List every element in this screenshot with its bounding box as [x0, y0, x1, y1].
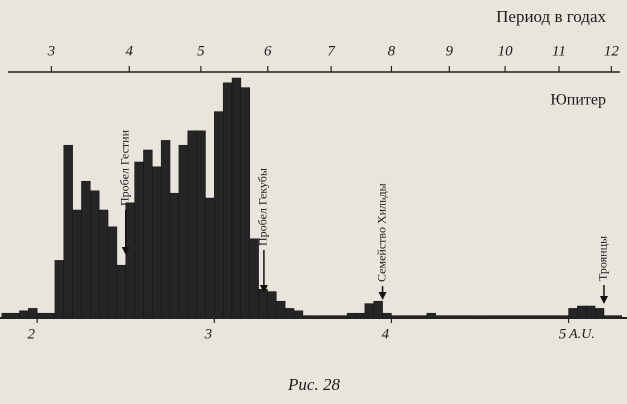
bar [205, 197, 215, 319]
arrow-head [121, 247, 130, 255]
arrow-head [378, 292, 387, 300]
bar [293, 310, 304, 319]
bar [90, 190, 100, 319]
top-tick-label: 5 [197, 43, 205, 59]
x-axis-label: A.U. [568, 327, 595, 342]
arrow-head [599, 296, 608, 304]
x-tick-label: 4 [382, 326, 390, 342]
bar [63, 144, 73, 319]
bar [134, 161, 144, 319]
bar [187, 130, 197, 319]
bar [214, 111, 224, 319]
annotation: Пробел Гекубы [256, 168, 270, 246]
bar [231, 77, 242, 319]
top-tick-label: 9 [446, 43, 454, 59]
bar [125, 202, 135, 319]
bar [81, 180, 91, 319]
bar [267, 291, 277, 319]
bar [284, 308, 295, 319]
bar [143, 149, 153, 319]
top-tick-label: 3 [47, 43, 56, 59]
annotation: Семейство Хильды [374, 183, 388, 282]
annotation: Пробел Гестии [118, 129, 132, 206]
top-tick-label: 11 [552, 43, 566, 59]
x-tick-label: 5 [559, 326, 567, 342]
bar [116, 264, 127, 319]
top-tick-label: 6 [264, 43, 272, 59]
bar [169, 192, 180, 319]
bar [54, 260, 65, 319]
bar [594, 308, 605, 319]
bar [19, 310, 29, 319]
caption: Рис. 28 [287, 375, 340, 394]
bar [240, 87, 250, 319]
bar [276, 300, 286, 319]
arrow-head [259, 285, 268, 293]
bar [160, 140, 171, 319]
top-axis-title: Период в годах [496, 7, 606, 26]
bar [249, 238, 259, 319]
x-tick-label: 3 [204, 326, 213, 342]
x-tick-label: 2 [27, 326, 35, 342]
top-tick-label: 10 [498, 43, 514, 59]
bar [98, 209, 109, 319]
bar [152, 166, 162, 319]
jupiter-label: Юпитер [550, 92, 606, 109]
bar [364, 303, 374, 319]
bar [178, 144, 188, 319]
bar [373, 300, 383, 319]
bar [222, 82, 233, 319]
top-tick-label: 12 [604, 43, 620, 59]
bar [72, 209, 82, 319]
bar [586, 305, 596, 319]
annotation: Троянцы [596, 236, 610, 281]
bar [577, 305, 587, 319]
bar [196, 130, 206, 319]
top-tick-label: 8 [388, 43, 396, 59]
bar [258, 288, 268, 319]
bar [107, 226, 118, 319]
top-tick-label: 7 [327, 43, 336, 59]
bar [28, 308, 38, 319]
top-tick-label: 4 [126, 43, 134, 59]
bar [568, 308, 578, 319]
